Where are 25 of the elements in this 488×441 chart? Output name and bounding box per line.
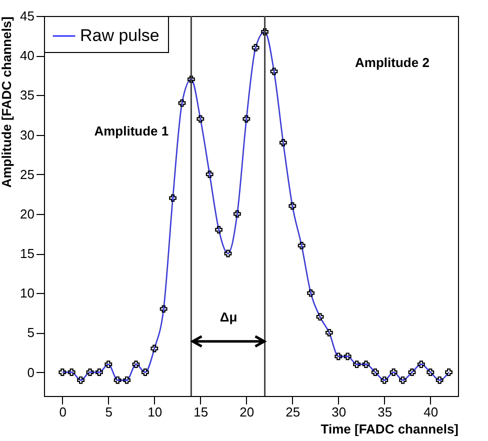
legend-label: Raw pulse <box>80 26 160 45</box>
x-tick-label: 30 <box>332 404 346 420</box>
y-tick-label: 40 <box>20 48 34 64</box>
y-tick-label: 20 <box>20 206 34 222</box>
x-tick-label: 20 <box>240 404 254 420</box>
x-tick-label: 35 <box>378 404 392 420</box>
x-tick-label: 5 <box>105 404 113 420</box>
x-tick-label: 40 <box>424 404 438 420</box>
x-tick-label: 25 <box>286 404 300 420</box>
x-axis-title: Time [FADC channels] <box>320 422 458 436</box>
x-tick-label: 15 <box>194 404 208 420</box>
y-tick-label: 30 <box>20 127 34 142</box>
annotation: Amplitude 2 <box>355 55 430 70</box>
annotation: Amplitude 1 <box>94 124 169 138</box>
y-tick-label: 10 <box>20 286 34 301</box>
annotation: Δμ <box>220 309 238 324</box>
y-axis-title: Amplitude [FADC channels] <box>0 16 14 188</box>
y-tick-label: 5 <box>27 325 34 340</box>
x-tick-label: 0 <box>59 404 67 420</box>
y-tick-label: 0 <box>27 364 34 380</box>
y-tick-label: 35 <box>20 88 34 103</box>
y-tick-label: 45 <box>20 8 34 24</box>
y-tick-label: 15 <box>20 246 34 261</box>
x-tick-label: 10 <box>148 404 162 420</box>
y-tick-label: 25 <box>20 166 34 182</box>
